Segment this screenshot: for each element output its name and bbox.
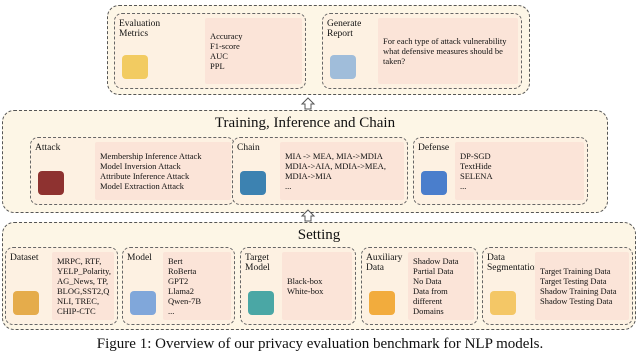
section-icon — [330, 55, 356, 79]
list-item: Shadow Testing Data — [540, 296, 613, 306]
list-item: AG_News, TP, — [57, 276, 109, 286]
list-item: MRPC, RTF, — [57, 256, 102, 266]
list-item: Attribute Inference Attack — [100, 171, 190, 181]
section-icon — [421, 171, 447, 195]
section-icon — [122, 55, 148, 79]
list-item: DP-SGD — [460, 151, 491, 161]
section-icon — [248, 291, 274, 315]
item-list: Shadow Data Partial Data No Data Data from d… — [408, 252, 474, 320]
list-item: SELENA — [460, 171, 493, 181]
list-item: ... — [460, 181, 467, 191]
arrow-up — [300, 97, 316, 110]
list-item: Accuracy — [210, 31, 243, 41]
list-item: Target Training Data — [540, 266, 611, 276]
list-item: CHIP-CTC — [57, 306, 96, 316]
list-item: For each type of attack vulnerability — [383, 36, 507, 46]
list-item: PPL — [210, 61, 225, 71]
section-icon — [369, 291, 395, 315]
section-title: Chain — [237, 143, 260, 153]
group-title: Training, Inference and Chain — [214, 115, 396, 131]
group-title: Setting — [297, 227, 341, 243]
list-item: RoBerta — [168, 266, 197, 276]
list-item: NLI, TREC, — [57, 296, 100, 306]
list-item: F1-score — [210, 41, 240, 51]
section-title: Generate Report — [327, 19, 362, 39]
caption: Figure 1: Overview of our privacy evalua… — [96, 336, 544, 352]
list-item: Bert — [168, 256, 183, 266]
list-item: Shadow Training Data — [540, 286, 617, 296]
list-item: ... — [168, 306, 175, 316]
section-icon — [240, 171, 266, 195]
list-item: AUC — [210, 51, 228, 61]
arrow-up — [300, 209, 316, 222]
list-item: YELP_Polarity, — [57, 266, 111, 276]
list-item: Model Extraction Attack — [100, 181, 185, 191]
list-item: Target Testing Data — [540, 276, 607, 286]
section-icon — [490, 291, 516, 315]
section-title: Target Model — [245, 253, 270, 273]
item-list: DP-SGD TextHide SELENA... — [455, 142, 584, 200]
list-item: GPT2 — [168, 276, 189, 286]
list-item: No Data — [413, 276, 442, 286]
item-list: Membership Inference Attack Model Inversi… — [95, 142, 231, 200]
list-item: TextHide — [460, 161, 492, 171]
list-item: BLOG,SST2,Q — [57, 286, 110, 296]
list-item: Llama2 — [168, 286, 194, 296]
list-item: White-box — [287, 286, 324, 296]
list-item: Partial Data — [413, 266, 454, 276]
section-icon — [13, 291, 39, 315]
list-item: Black-box — [287, 276, 323, 286]
list-item: Model Inversion Attack — [100, 161, 181, 171]
list-item: Shadow Data — [413, 256, 459, 266]
section-title: Auxiliary Data — [366, 253, 403, 273]
list-item: Membership Inference Attack — [100, 151, 202, 161]
item-list: MRPC, RTF, YELP_Polarity, AG_News, TP, BLOG… — [52, 252, 114, 320]
section-title: Defense — [418, 143, 450, 153]
section-title: Data Segmentation — [487, 253, 540, 273]
section-title: Attack — [35, 143, 61, 153]
item-list: Black-box White-box — [282, 252, 352, 320]
section-icon — [130, 291, 156, 315]
list-item: Qwen-7B — [168, 296, 202, 306]
section-title: Model — [127, 253, 152, 263]
list-item: MDIA->MIA — [285, 171, 332, 181]
list-item: different — [413, 296, 443, 306]
list-item: MIA -> MEA, MIA->MDIA — [285, 151, 383, 161]
list-item: Domains — [413, 306, 444, 316]
section-icon — [38, 171, 64, 195]
item-list: For each type of attack vulnerability wha… — [378, 18, 518, 84]
item-list: Target Training Data Target Testing Data S… — [535, 252, 629, 320]
item-list: MIA -> MEA, MIA->MDIA MDIA->AIA, MDIA->ME… — [280, 142, 404, 200]
list-item: what defensive measures should be taken? — [383, 46, 503, 66]
item-list: Accuracy F1-score AUC PPL — [205, 18, 302, 84]
section-title: Dataset — [10, 253, 39, 263]
list-item: MDIA->AIA, MDIA->MEA, — [285, 161, 386, 171]
item-list: Bert RoBerta GPT2 Llama2 Qwen-7B... — [163, 252, 231, 320]
list-item: ... — [285, 181, 292, 191]
section-title: Evaluation Metrics — [119, 19, 161, 39]
list-item: Data from — [413, 286, 448, 296]
